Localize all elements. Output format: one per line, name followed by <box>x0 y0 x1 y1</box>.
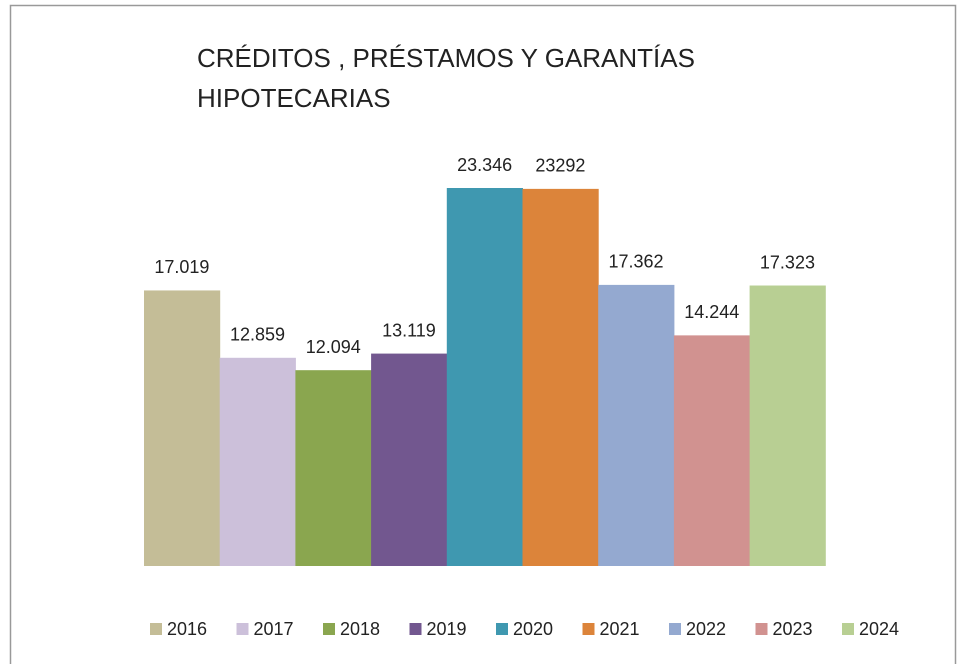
legend-swatch <box>323 623 335 635</box>
chart-title: CRÉDITOS , PRÉSTAMOS Y GARANTÍAS HIPOTEC… <box>197 43 695 113</box>
bar <box>295 370 372 566</box>
legend-swatch <box>236 623 249 635</box>
value-label: 23292 <box>535 156 585 176</box>
value-label: 13.119 <box>382 320 436 340</box>
value-label: 17.019 <box>154 257 209 277</box>
value-label: 14.244 <box>684 302 739 322</box>
legend-swatch <box>150 623 162 635</box>
value-label: 17.362 <box>609 252 664 272</box>
legend-label: 2018 <box>340 619 380 639</box>
bar <box>749 285 826 566</box>
legend-label: 2022 <box>686 619 726 639</box>
value-label: 23.346 <box>457 155 512 175</box>
legend-swatch <box>496 623 508 635</box>
legend-label: 2016 <box>167 619 207 639</box>
value-label: 12.859 <box>230 325 285 345</box>
legend-label: 2017 <box>254 619 294 639</box>
legend-label: 2019 <box>427 619 467 639</box>
legend-label: 2021 <box>600 619 640 639</box>
legend-swatch <box>755 623 768 635</box>
value-label: 17.323 <box>760 252 815 272</box>
legend-swatch <box>409 623 422 635</box>
bar <box>144 290 221 566</box>
frame <box>9 4 957 664</box>
legend-swatch <box>669 623 681 635</box>
bar <box>371 353 448 566</box>
legend-label: 2024 <box>859 619 899 639</box>
bar <box>219 357 296 566</box>
legend-label: 2020 <box>513 619 553 639</box>
legend-swatch <box>842 623 854 635</box>
legend-label: 2023 <box>773 619 813 639</box>
bar <box>673 335 751 566</box>
legend-swatch <box>582 623 595 635</box>
bar <box>522 188 599 566</box>
bar <box>598 284 675 566</box>
bar <box>446 188 523 566</box>
value-label: 12.094 <box>306 337 361 357</box>
